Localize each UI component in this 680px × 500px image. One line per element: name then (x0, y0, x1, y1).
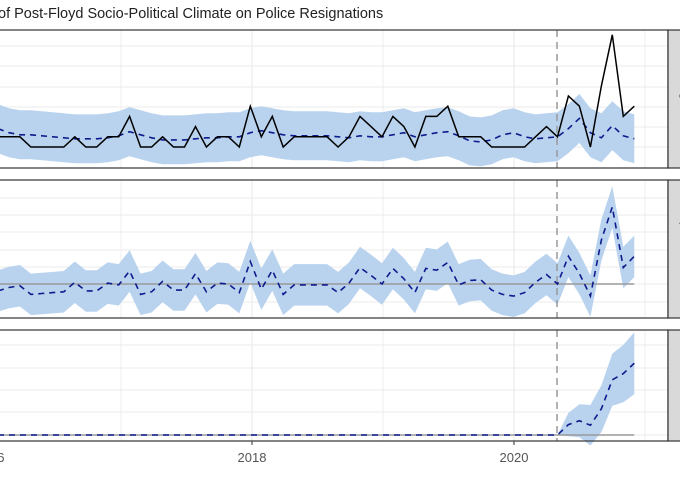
interval-band (0, 332, 635, 446)
panel-cumulative: cumulative (0, 329, 680, 446)
panel-pointwise: pointwise (0, 179, 680, 319)
x-tick-label-2020: 2020 (500, 450, 529, 465)
predicted-series-line (0, 117, 635, 143)
x-tick-label-2016: 2016 (0, 450, 4, 465)
predicted-series-line (0, 362, 635, 436)
x-tick-label-2018: 2018 (238, 450, 267, 465)
predicted-series-line (0, 206, 635, 299)
chart-title: of Post-Floyd Socio-Political Climate on… (0, 6, 383, 22)
strip-original (667, 29, 680, 169)
strip-pointwise (667, 179, 680, 319)
strip-cumulative (667, 329, 680, 442)
interval-band (0, 94, 635, 167)
observed-series-line (0, 34, 635, 149)
panel-original: original (0, 29, 680, 169)
